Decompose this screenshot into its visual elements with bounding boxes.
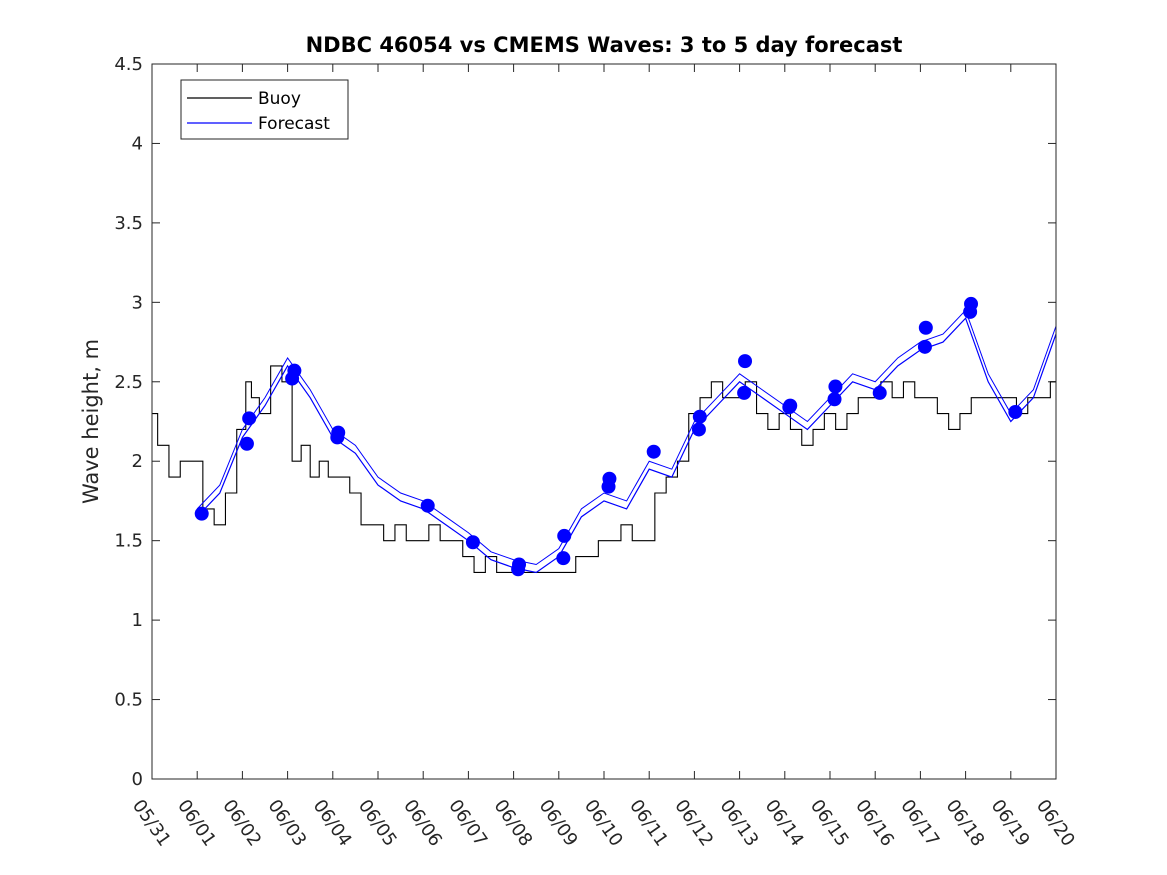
- forecast-series-line: [196, 317, 1056, 574]
- plot-area-frame: [151, 63, 1057, 780]
- forecast-marker: [287, 363, 302, 378]
- y-tick-label: 2: [132, 451, 143, 472]
- y-tick-label: 4: [132, 133, 143, 154]
- forecast-marker: [465, 535, 480, 550]
- forecast-marker: [512, 557, 527, 572]
- y-tick-label: 0.5: [114, 690, 143, 711]
- forecast-marker: [964, 296, 979, 311]
- x-tick-label: 06/06: [399, 796, 446, 851]
- forecast-marker: [692, 409, 707, 424]
- legend-label-buoy: Buoy: [258, 89, 301, 109]
- x-tick-label: 06/12: [670, 796, 717, 851]
- x-tick-label: 06/20: [1032, 796, 1079, 851]
- forecast-marker: [691, 422, 706, 437]
- plot-layer: 0 0.5 1 1.5 2 2.5 3 3.5 4 4.5 05/3106/0106/0206/03…: [114, 54, 1079, 850]
- forecast-marker: [194, 506, 209, 521]
- x-tick-label: 06/03: [264, 796, 311, 851]
- forecast-marker: [557, 528, 572, 543]
- chart-title: NDBC 46054 vs CMEMS Waves: 3 to 5 day fo…: [306, 33, 903, 57]
- x-tick-label: 06/19: [987, 796, 1034, 851]
- y-tick-label: 3: [132, 292, 143, 313]
- forecast-marker: [737, 385, 752, 400]
- forecast-marker: [420, 498, 435, 513]
- forecast-marker: [918, 320, 933, 335]
- y-tick-label: 4.5: [114, 54, 143, 75]
- legend: Buoy Forecast: [180, 79, 349, 140]
- y-tick-label: 1: [132, 610, 143, 631]
- forecast-marker: [331, 425, 346, 440]
- forecast-marker: [239, 436, 254, 451]
- forecast-marker: [738, 354, 753, 369]
- forecast-marker: [646, 444, 661, 459]
- forecast-marker: [783, 398, 798, 413]
- x-tick-label: 06/10: [580, 796, 627, 851]
- forecast-marker: [1008, 404, 1023, 419]
- forecast-marker: [917, 339, 932, 354]
- x-tick-label: 06/13: [716, 796, 763, 851]
- forecast-marker: [827, 392, 842, 407]
- x-tick-label: 06/04: [309, 796, 356, 851]
- x-tick-label: 06/16: [851, 796, 898, 851]
- x-tick-label: 06/11: [625, 796, 672, 851]
- legend-box: [180, 79, 349, 140]
- x-tick-label: 06/02: [218, 796, 265, 851]
- y-tick-label: 1.5: [114, 531, 143, 552]
- y-tick-label: 0: [132, 769, 143, 790]
- forecast-marker: [828, 379, 843, 394]
- x-tick-label: 05/31: [128, 796, 175, 851]
- x-tick-label: 06/05: [354, 796, 401, 851]
- y-tick-label: 2.5: [114, 372, 143, 393]
- buoy-series-line: [152, 365, 1056, 573]
- y-tick-label: 3.5: [114, 213, 143, 234]
- x-tick-label: 06/15: [806, 796, 853, 851]
- forecast-marker: [872, 385, 887, 400]
- x-tick-label: 06/18: [942, 796, 989, 851]
- x-tick-label: 06/17: [896, 796, 943, 851]
- x-tick-label: 06/01: [173, 796, 220, 851]
- x-tick-label: 06/08: [490, 796, 537, 851]
- forecast-marker: [242, 411, 257, 426]
- series-group: [152, 296, 1056, 577]
- forecast-marker: [556, 551, 571, 566]
- y-axis-label: Wave height, m: [79, 339, 103, 504]
- x-tick-label: 06/09: [535, 796, 582, 851]
- x-tick-label: 06/14: [761, 796, 808, 851]
- x-tick-label: 06/07: [444, 796, 491, 851]
- legend-label-forecast: Forecast: [258, 114, 330, 134]
- forecast-marker: [602, 471, 617, 486]
